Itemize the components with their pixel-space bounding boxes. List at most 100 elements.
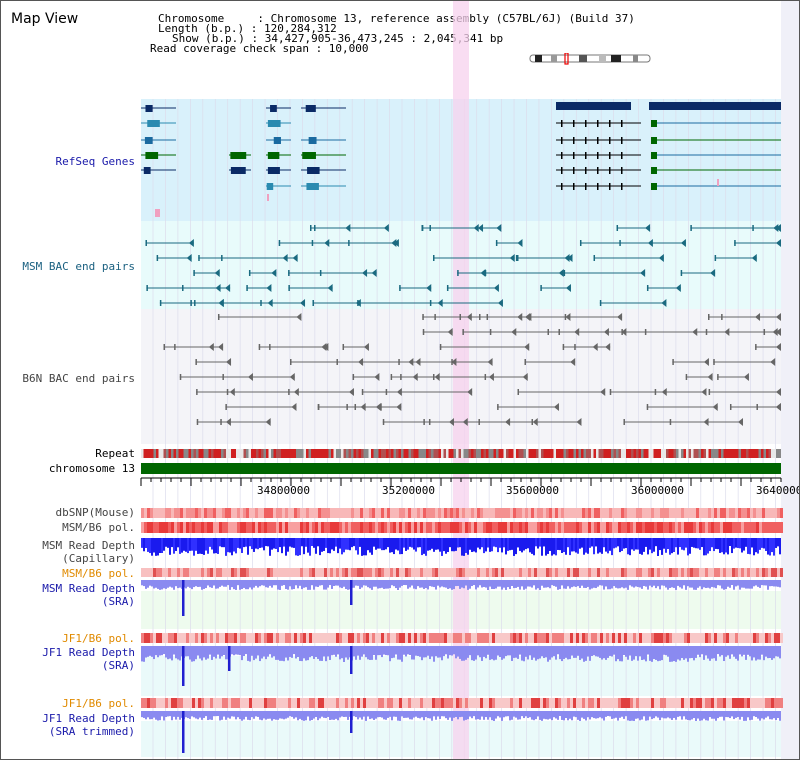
read-depth-bar — [571, 538, 573, 552]
polymorphism-mark — [231, 698, 234, 708]
polymorphism-mark — [471, 698, 474, 708]
polymorphism-mark — [726, 522, 729, 533]
repeat-mark — [756, 449, 759, 458]
polymorphism-mark — [699, 698, 702, 708]
read-depth-bar — [401, 580, 403, 586]
polymorphism-mark — [147, 568, 150, 577]
polymorphism-mark — [351, 633, 354, 643]
polymorphism-mark — [501, 522, 504, 533]
polymorphism-mark — [357, 522, 360, 533]
polymorphism-mark — [600, 522, 603, 533]
read-depth-bar — [321, 580, 323, 586]
read-depth-bar — [491, 711, 493, 721]
polymorphism-mark — [198, 698, 201, 708]
polymorphism-mark — [159, 568, 162, 577]
polymorphism-mark — [375, 698, 378, 708]
track-label-chromosome: chromosome 13 — [48, 462, 135, 475]
polymorphism-mark — [432, 508, 435, 518]
polymorphism-mark — [144, 522, 147, 533]
read-depth-bar — [169, 711, 171, 717]
polymorphism-mark — [408, 633, 411, 643]
read-depth-bar — [409, 580, 411, 588]
polymorphism-mark — [540, 522, 543, 533]
polymorphism-mark — [645, 698, 648, 708]
polymorphism-mark — [207, 698, 210, 708]
read-depth-bar — [735, 538, 737, 548]
polymorphism-mark — [696, 568, 699, 577]
read-depth-bar — [485, 580, 487, 588]
polymorphism-mark — [414, 508, 417, 518]
repeat-mark — [343, 449, 346, 458]
polymorphism-mark — [624, 633, 627, 643]
read-depth-bar — [695, 646, 697, 658]
polymorphism-mark — [744, 568, 747, 577]
chromosome-ideogram[interactable] — [529, 53, 653, 65]
read-depth-bar — [153, 711, 155, 718]
read-depth-bar — [169, 580, 171, 587]
read-depth-bar — [535, 580, 537, 590]
read-depth-bar — [417, 538, 419, 548]
read-depth-bar — [477, 580, 479, 588]
read-depth-bar — [657, 580, 659, 587]
gene-mark — [717, 179, 719, 186]
read-depth-bar — [197, 711, 199, 720]
polymorphism-mark — [270, 522, 273, 533]
gene-exon — [573, 183, 575, 190]
read-depth-bar — [269, 711, 271, 719]
polymorphism-mark — [372, 522, 375, 533]
gene-exon — [144, 137, 153, 144]
read-depth-bar — [331, 580, 333, 589]
read-depth-bar — [195, 580, 197, 587]
read-depth-bar — [679, 711, 681, 717]
read-depth-bar — [301, 538, 303, 547]
bac-end — [509, 254, 515, 262]
bac-end — [361, 389, 364, 395]
polymorphism-mark — [387, 568, 390, 577]
polymorphism-mark — [342, 568, 345, 577]
polymorphism-mark — [324, 508, 327, 518]
polymorphism-mark — [525, 522, 528, 533]
read-depth-bar — [491, 538, 493, 552]
repeat-mark — [471, 449, 474, 458]
polymorphism-mark — [141, 698, 144, 708]
read-depth-bar — [589, 580, 591, 590]
read-depth-bar — [383, 646, 385, 655]
polymorphism-mark — [774, 522, 777, 533]
gene-exon — [308, 137, 317, 144]
polymorphism-mark — [429, 522, 432, 533]
polymorphism-mark — [171, 633, 174, 643]
repeat-mark — [646, 449, 649, 458]
read-depth-bar — [597, 646, 599, 657]
read-depth-bar — [653, 711, 655, 719]
read-depth-bar — [175, 646, 177, 659]
polymorphism-mark — [744, 522, 747, 533]
repeat-mark — [398, 449, 401, 458]
polymorphism-mark — [492, 698, 495, 708]
gene-exon — [651, 120, 657, 127]
polymorphism-mark — [714, 508, 717, 518]
polymorphism-mark — [720, 568, 723, 577]
read-depth-bar — [303, 711, 305, 721]
read-depth-bar — [465, 580, 467, 586]
bac-end — [574, 344, 576, 350]
polymorphism-mark — [720, 522, 723, 533]
track-label-repeat: Repeat — [95, 447, 135, 460]
read-depth-bar — [647, 580, 649, 590]
read-depth-bar — [377, 580, 379, 589]
polymorphism-mark — [510, 568, 513, 577]
polymorphism-mark — [183, 568, 186, 577]
read-depth-bar — [679, 580, 681, 588]
read-depth-bar — [417, 711, 419, 718]
read-depth-bar — [431, 646, 433, 657]
polymorphism-mark — [705, 508, 708, 518]
polymorphism-mark — [672, 522, 675, 533]
read-depth-bar — [251, 711, 253, 718]
read-depth-bar — [469, 580, 471, 589]
read-depth-bar — [297, 646, 299, 657]
read-depth-bar — [539, 580, 541, 590]
polymorphism-mark — [162, 698, 165, 708]
polymorphism-mark — [762, 698, 765, 708]
read-depth-bar — [489, 711, 491, 718]
read-depth-bar — [333, 646, 335, 655]
